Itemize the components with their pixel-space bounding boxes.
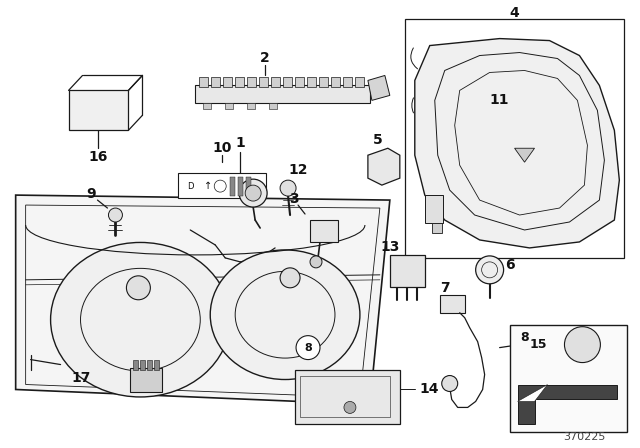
Bar xyxy=(199,78,208,87)
Text: 6: 6 xyxy=(505,258,515,272)
Bar xyxy=(154,360,159,370)
Bar xyxy=(269,103,277,109)
Polygon shape xyxy=(15,195,390,405)
Bar xyxy=(204,103,211,109)
Bar xyxy=(271,78,280,87)
Bar xyxy=(295,78,304,87)
Text: D: D xyxy=(187,181,193,190)
Text: 7: 7 xyxy=(440,281,449,295)
Bar xyxy=(131,367,163,392)
Bar xyxy=(390,255,425,287)
Bar xyxy=(133,360,138,370)
Text: 1: 1 xyxy=(236,136,245,150)
Text: 4: 4 xyxy=(509,6,520,20)
Bar xyxy=(307,78,316,87)
Circle shape xyxy=(245,185,261,201)
Text: 8: 8 xyxy=(304,343,312,353)
Circle shape xyxy=(310,256,322,268)
Circle shape xyxy=(344,401,356,414)
Text: 5: 5 xyxy=(373,133,383,147)
Bar xyxy=(225,103,233,109)
Circle shape xyxy=(442,375,458,392)
Text: 17: 17 xyxy=(71,370,90,384)
Text: 13: 13 xyxy=(380,240,399,254)
Text: 2: 2 xyxy=(260,51,270,65)
Bar xyxy=(295,370,400,424)
Bar xyxy=(343,78,352,87)
Bar xyxy=(247,78,256,87)
Text: 10: 10 xyxy=(212,141,232,155)
Text: ↑: ↑ xyxy=(204,181,212,191)
Bar xyxy=(235,78,244,87)
Circle shape xyxy=(280,268,300,288)
Bar xyxy=(179,173,266,198)
Polygon shape xyxy=(415,39,620,248)
Bar xyxy=(405,19,625,258)
Text: 8: 8 xyxy=(520,331,529,344)
Bar xyxy=(211,78,220,87)
Text: 12: 12 xyxy=(288,163,308,177)
Text: 16: 16 xyxy=(89,150,108,164)
Text: 11: 11 xyxy=(490,93,509,108)
Circle shape xyxy=(280,180,296,196)
Circle shape xyxy=(564,327,600,362)
Ellipse shape xyxy=(210,250,360,379)
Circle shape xyxy=(296,336,320,360)
Bar xyxy=(331,78,340,87)
Bar xyxy=(440,295,465,313)
Bar xyxy=(247,103,255,109)
Polygon shape xyxy=(368,75,390,100)
Text: 9: 9 xyxy=(86,187,96,201)
Bar xyxy=(283,78,292,87)
Circle shape xyxy=(476,256,504,284)
Polygon shape xyxy=(518,384,618,424)
Bar xyxy=(246,177,251,196)
Bar xyxy=(425,195,443,223)
Bar xyxy=(509,325,627,432)
Bar xyxy=(300,375,390,418)
Bar xyxy=(238,177,243,196)
Text: 15: 15 xyxy=(529,338,547,351)
Text: 14: 14 xyxy=(420,383,439,396)
Text: 370225: 370225 xyxy=(563,432,605,442)
Bar xyxy=(147,360,152,370)
Bar xyxy=(259,78,268,87)
Bar xyxy=(355,78,364,87)
Bar xyxy=(230,177,235,196)
Bar xyxy=(195,86,370,103)
Circle shape xyxy=(239,179,267,207)
Circle shape xyxy=(108,208,122,222)
Bar xyxy=(223,78,232,87)
Bar xyxy=(140,360,145,370)
Bar xyxy=(319,78,328,87)
Polygon shape xyxy=(515,148,534,162)
Bar xyxy=(310,220,338,242)
Bar xyxy=(432,223,442,233)
Circle shape xyxy=(127,276,150,300)
Text: 3: 3 xyxy=(289,192,299,206)
Polygon shape xyxy=(68,90,129,130)
Ellipse shape xyxy=(51,242,230,397)
Polygon shape xyxy=(518,384,547,401)
Polygon shape xyxy=(368,148,400,185)
